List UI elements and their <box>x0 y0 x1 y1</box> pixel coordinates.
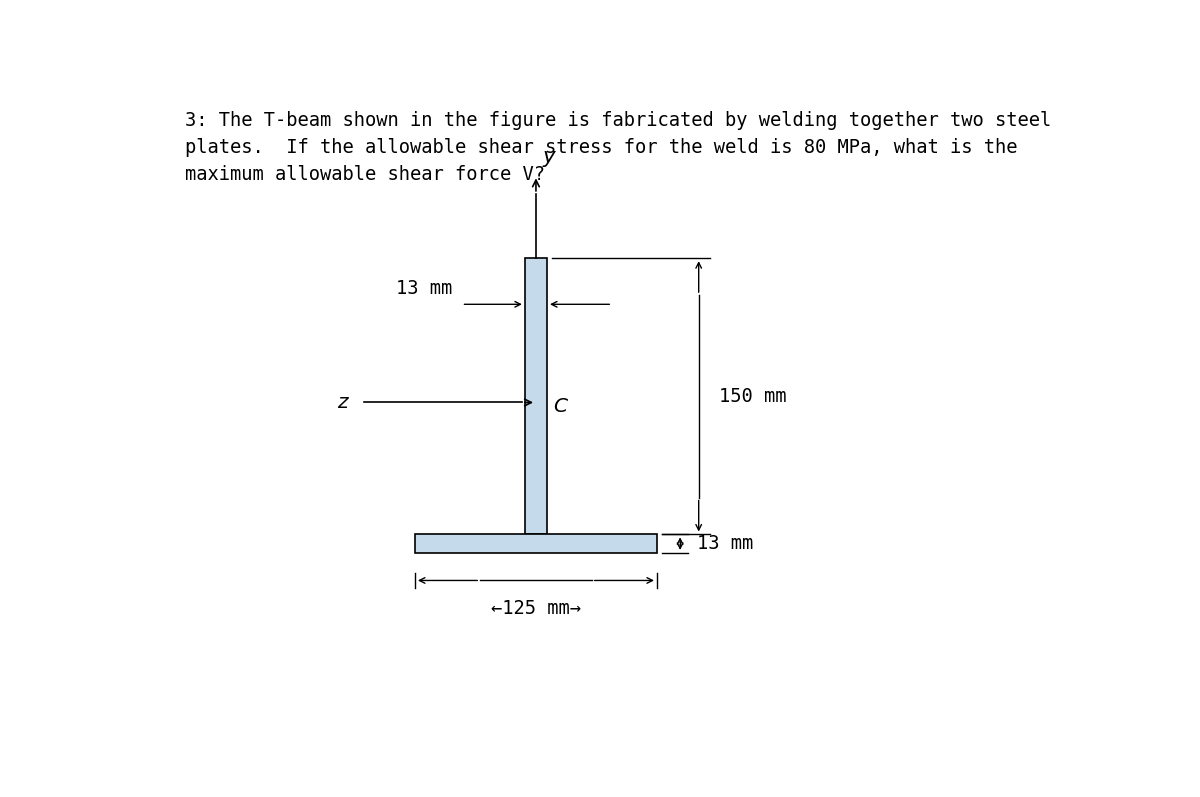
Text: $z$: $z$ <box>337 393 350 412</box>
Text: $y$: $y$ <box>542 149 558 169</box>
Bar <box>524 258 547 535</box>
Text: 13 mm: 13 mm <box>697 534 754 553</box>
Text: 150 mm: 150 mm <box>719 387 787 406</box>
Text: $C$: $C$ <box>553 397 569 416</box>
Bar <box>415 535 656 553</box>
Text: ←125 mm→: ←125 mm→ <box>491 599 581 618</box>
Text: 13 mm: 13 mm <box>396 280 452 298</box>
Text: 3: The T-beam shown in the figure is fabricated by welding together two steel
pl: 3: The T-beam shown in the figure is fab… <box>185 111 1051 184</box>
